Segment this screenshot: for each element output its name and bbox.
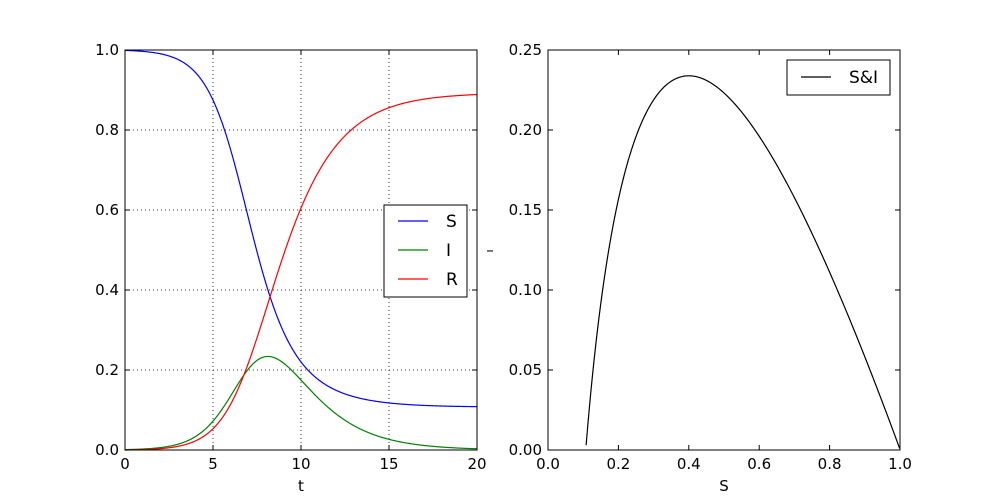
- legend-label-i: I: [446, 241, 451, 261]
- right-y-tick-label: 0.00: [509, 441, 542, 459]
- right-x-tick-label: 0.4: [677, 455, 701, 473]
- right-plot-frame: [547, 49, 901, 451]
- series-line-i: [124, 355, 478, 451]
- right-x-axis-label: S: [719, 477, 729, 495]
- right-y-tick-label: 0.20: [509, 121, 542, 139]
- right-x-tick-label: 0.8: [818, 455, 842, 473]
- series-line-s-and-i: [585, 75, 901, 449]
- legend-label-r: R: [446, 270, 458, 290]
- right-y-tick-label: 0.25: [509, 41, 542, 59]
- right-x-tick-label: 1.0: [888, 455, 912, 473]
- between-axes-dash: –: [486, 241, 494, 259]
- right-ticks: 0.0 0.2 0.4 0.6 0.8 1.0 0.00 0.05 0.10 0.15 0.20 0.…: [509, 41, 912, 473]
- left-y-tick-label: 0.2: [95, 361, 119, 379]
- left-x-tick-label: 5: [208, 455, 218, 473]
- legend-label-s-and-i: S&I: [849, 68, 878, 88]
- left-legend: SIR: [383, 204, 468, 298]
- left-y-tick-label: 0.8: [95, 121, 119, 139]
- left-legend-box: [383, 204, 468, 298]
- left-x-tick-label: 15: [379, 455, 398, 473]
- left-axes: 0 5 10 15 20 0.0 0.2 0.4 0.6 0.8 1.0 t SIR: [95, 41, 486, 495]
- right-y-tick-label: 0.10: [509, 281, 542, 299]
- right-series-lines: [585, 75, 901, 449]
- left-y-tick-label: 0.0: [95, 441, 119, 459]
- left-series-lines: [124, 49, 478, 451]
- right-axes: 0.0 0.2 0.4 0.6 0.8 1.0 0.00 0.05 0.10 0.15 0.20 0.…: [509, 41, 912, 495]
- left-ticks: 0 5 10 15 20 0.0 0.2 0.4 0.6 0.8 1.0: [95, 41, 486, 473]
- right-x-tick-label: 0.0: [536, 455, 560, 473]
- left-x-tick-label: 20: [467, 455, 486, 473]
- right-y-tick-label: 0.05: [509, 361, 542, 379]
- left-x-axis-label: t: [298, 477, 304, 495]
- left-x-tick-label: 10: [291, 455, 310, 473]
- left-y-tick-label: 0.4: [95, 281, 119, 299]
- legend-label-s: S: [446, 212, 457, 232]
- right-y-tick-label: 0.15: [509, 201, 542, 219]
- series-line-s: [124, 49, 478, 408]
- right-x-tick-label: 0.6: [747, 455, 771, 473]
- series-line-r: [124, 93, 478, 451]
- right-x-tick-label: 0.2: [606, 455, 630, 473]
- left-y-tick-label: 1.0: [95, 41, 119, 59]
- left-x-tick-label: 0: [120, 455, 130, 473]
- left-y-tick-label: 0.6: [95, 201, 119, 219]
- right-legend: S&I: [786, 59, 891, 96]
